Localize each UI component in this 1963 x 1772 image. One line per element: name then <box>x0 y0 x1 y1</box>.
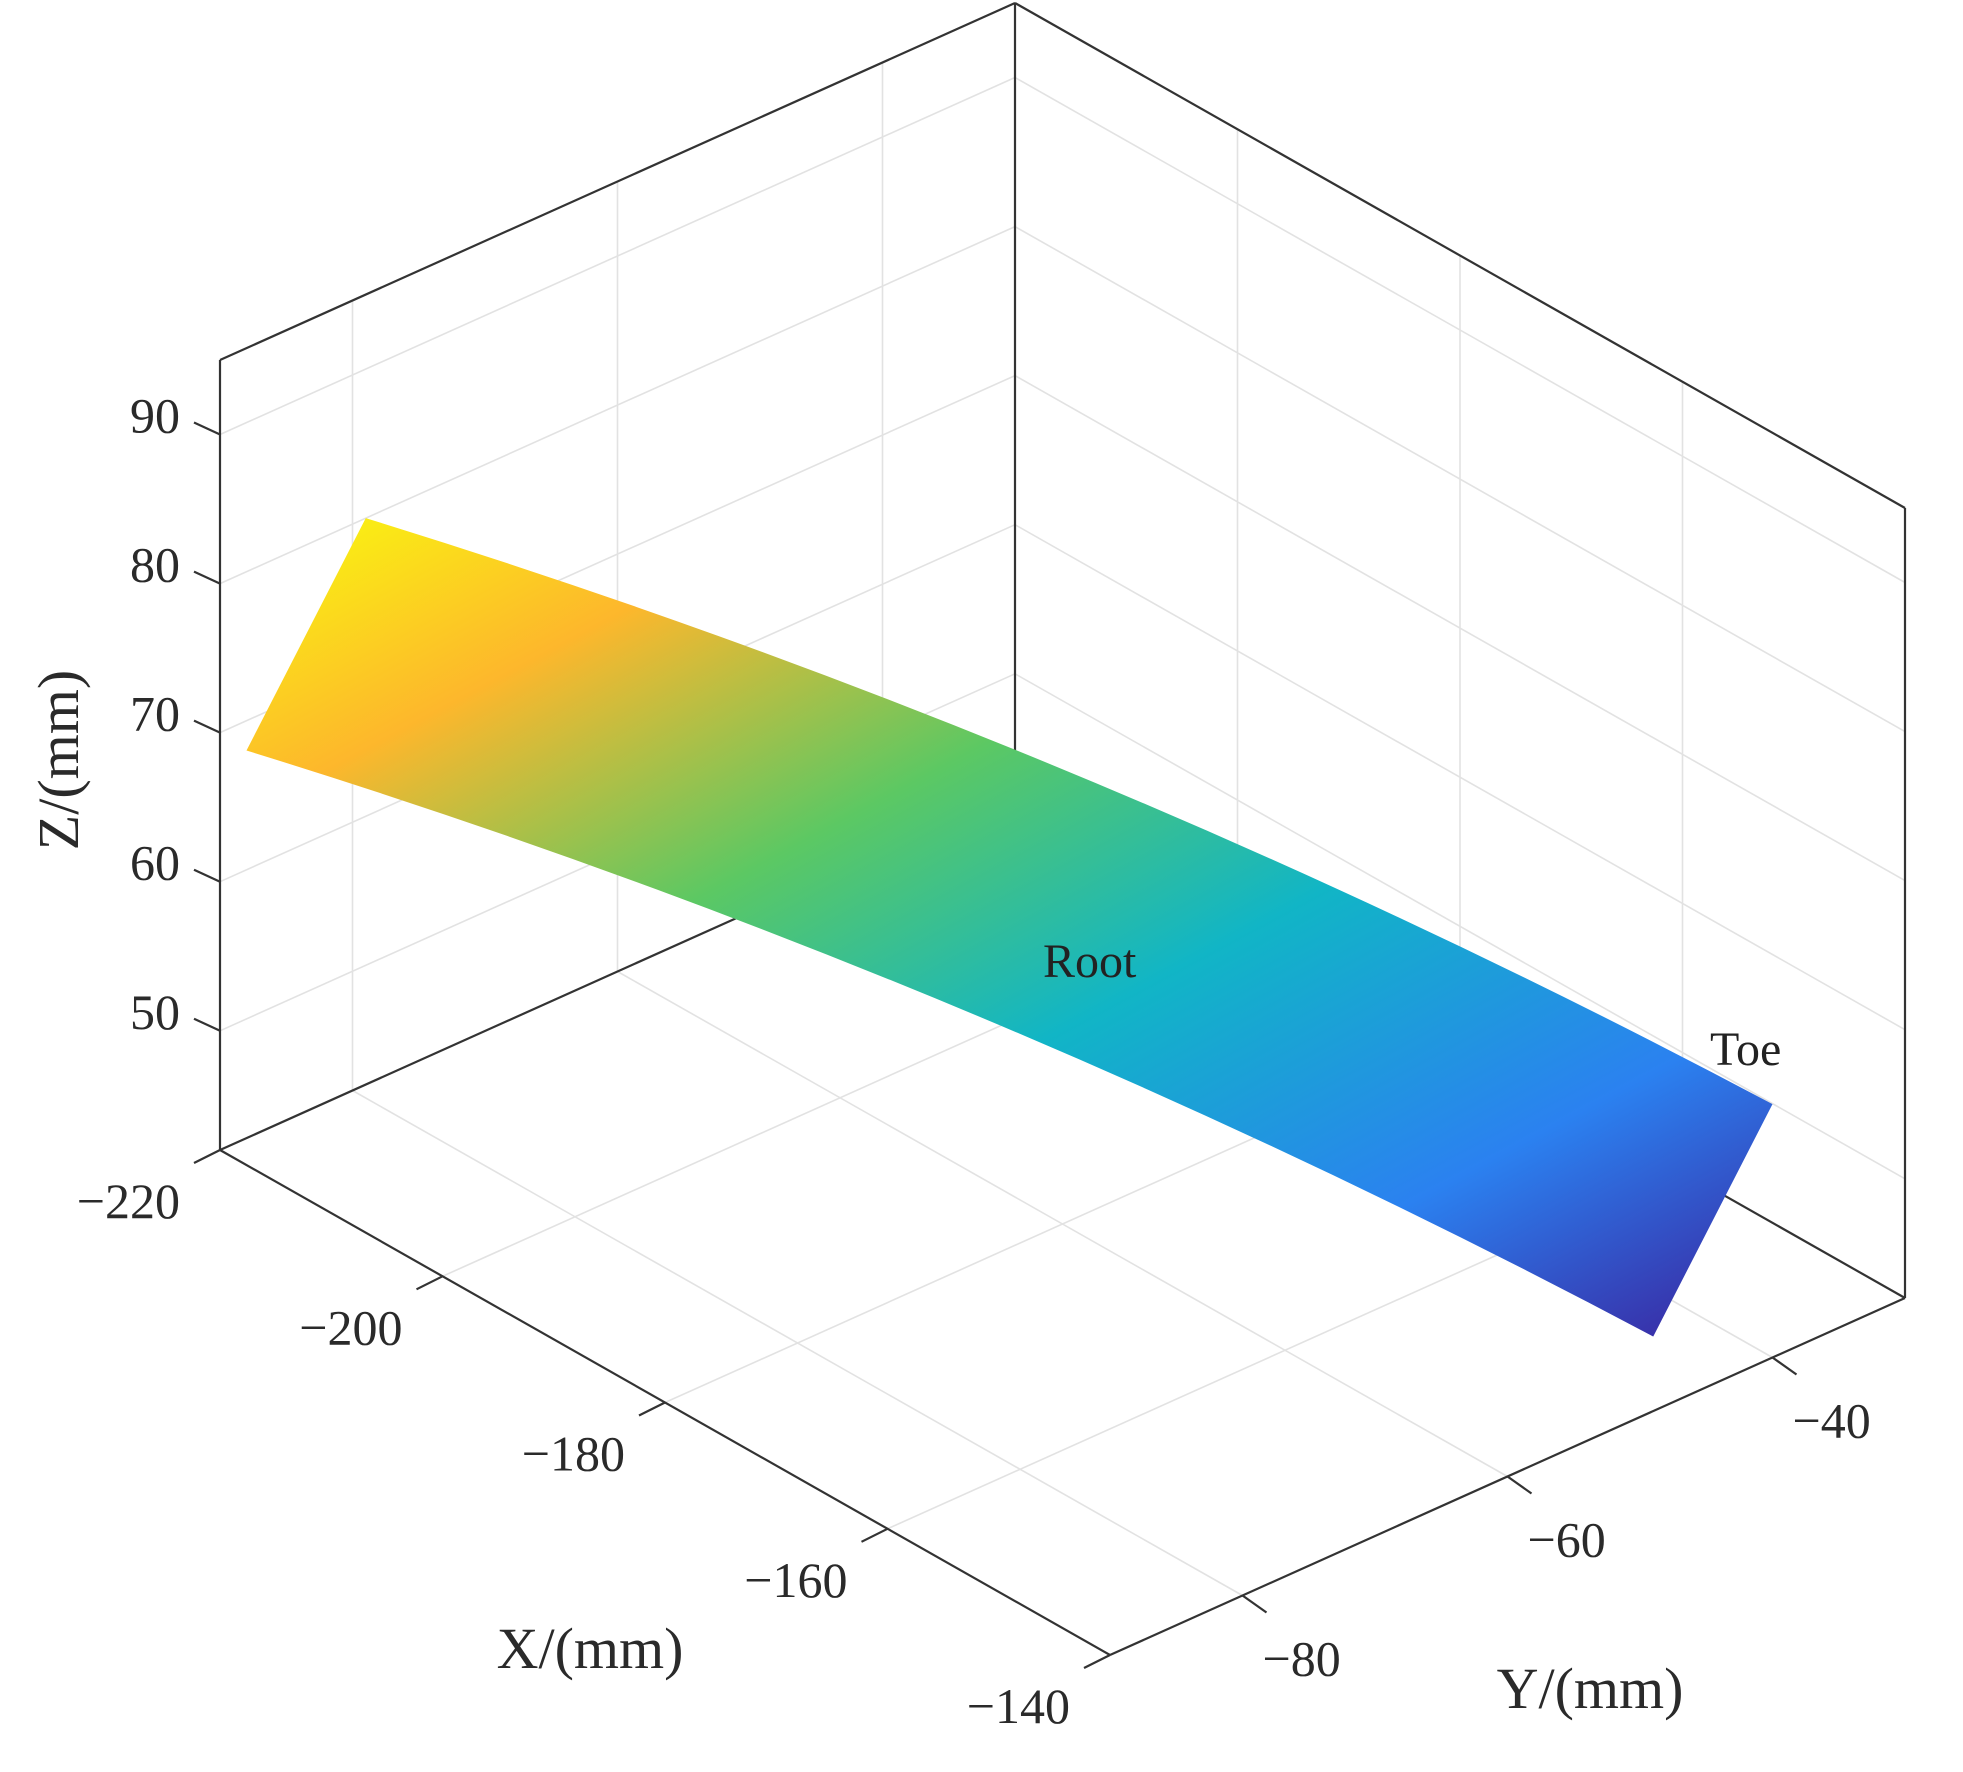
z-tick-label: 70 <box>130 686 180 742</box>
z-gridline-left <box>219 225 1016 585</box>
y-tick-label: −80 <box>1263 1631 1341 1687</box>
x-tick-mark <box>638 1401 666 1417</box>
grid-layer <box>219 3 1906 1656</box>
y-axis-label: Y/(mm) <box>1497 1656 1684 1721</box>
box-edge <box>219 1 1016 362</box>
x-tick-mark <box>861 1527 888 1543</box>
z-tick-mark <box>193 868 221 883</box>
y-tick-label: −40 <box>1793 1393 1871 1449</box>
z-tick-mark <box>193 719 221 734</box>
y-tick-mark <box>1241 1594 1268 1614</box>
x-tick-label: −220 <box>77 1173 180 1229</box>
x-axis-label: X/(mm) <box>497 1616 684 1681</box>
ticks-layer: −220 −200 −180 −160 −140 −80 −60 −40 50 60 70 80 90 <box>77 388 1871 1735</box>
z-tick-mark <box>193 421 221 436</box>
blade-surface <box>246 518 1773 1337</box>
z-gridline-right <box>1014 673 1906 1180</box>
x-tick-mark <box>416 1275 443 1291</box>
x-tick-label: −160 <box>744 1552 847 1608</box>
z-tick-label: 60 <box>130 835 180 891</box>
z-gridline-right <box>1014 225 1906 733</box>
y-tick-label: −60 <box>1528 1512 1606 1568</box>
z-axis-label: Z/(mm) <box>26 670 91 850</box>
surface-layer <box>246 518 1773 1337</box>
y-gridline-floor <box>352 1089 1243 1597</box>
z-tick-label: 90 <box>130 388 180 444</box>
y-tick-mark <box>1771 1356 1798 1376</box>
z-gridline-right <box>1014 374 1906 882</box>
z-tick-label: 50 <box>130 984 180 1040</box>
toe-annotation: Toe <box>1710 1023 1781 1076</box>
x-tick-label: −140 <box>967 1678 1070 1734</box>
x-tick-label: −200 <box>299 1299 402 1355</box>
x-tick-label: −180 <box>522 1426 625 1482</box>
z-gridline-right <box>1014 76 1906 584</box>
x-tick-mark <box>1083 1654 1111 1669</box>
box-edge <box>1014 2 1906 509</box>
z-tick-label: 80 <box>130 537 180 593</box>
y-tick-mark <box>1506 1475 1533 1495</box>
x-tick-mark <box>193 1149 221 1164</box>
z-gridline-right <box>1014 524 1906 1031</box>
y-gridline-floor <box>617 970 1508 1478</box>
z-tick-mark <box>193 1017 221 1032</box>
z-gridline-left <box>219 76 1016 436</box>
z-tick-mark <box>193 570 221 585</box>
root-annotation: Root <box>1043 935 1137 988</box>
